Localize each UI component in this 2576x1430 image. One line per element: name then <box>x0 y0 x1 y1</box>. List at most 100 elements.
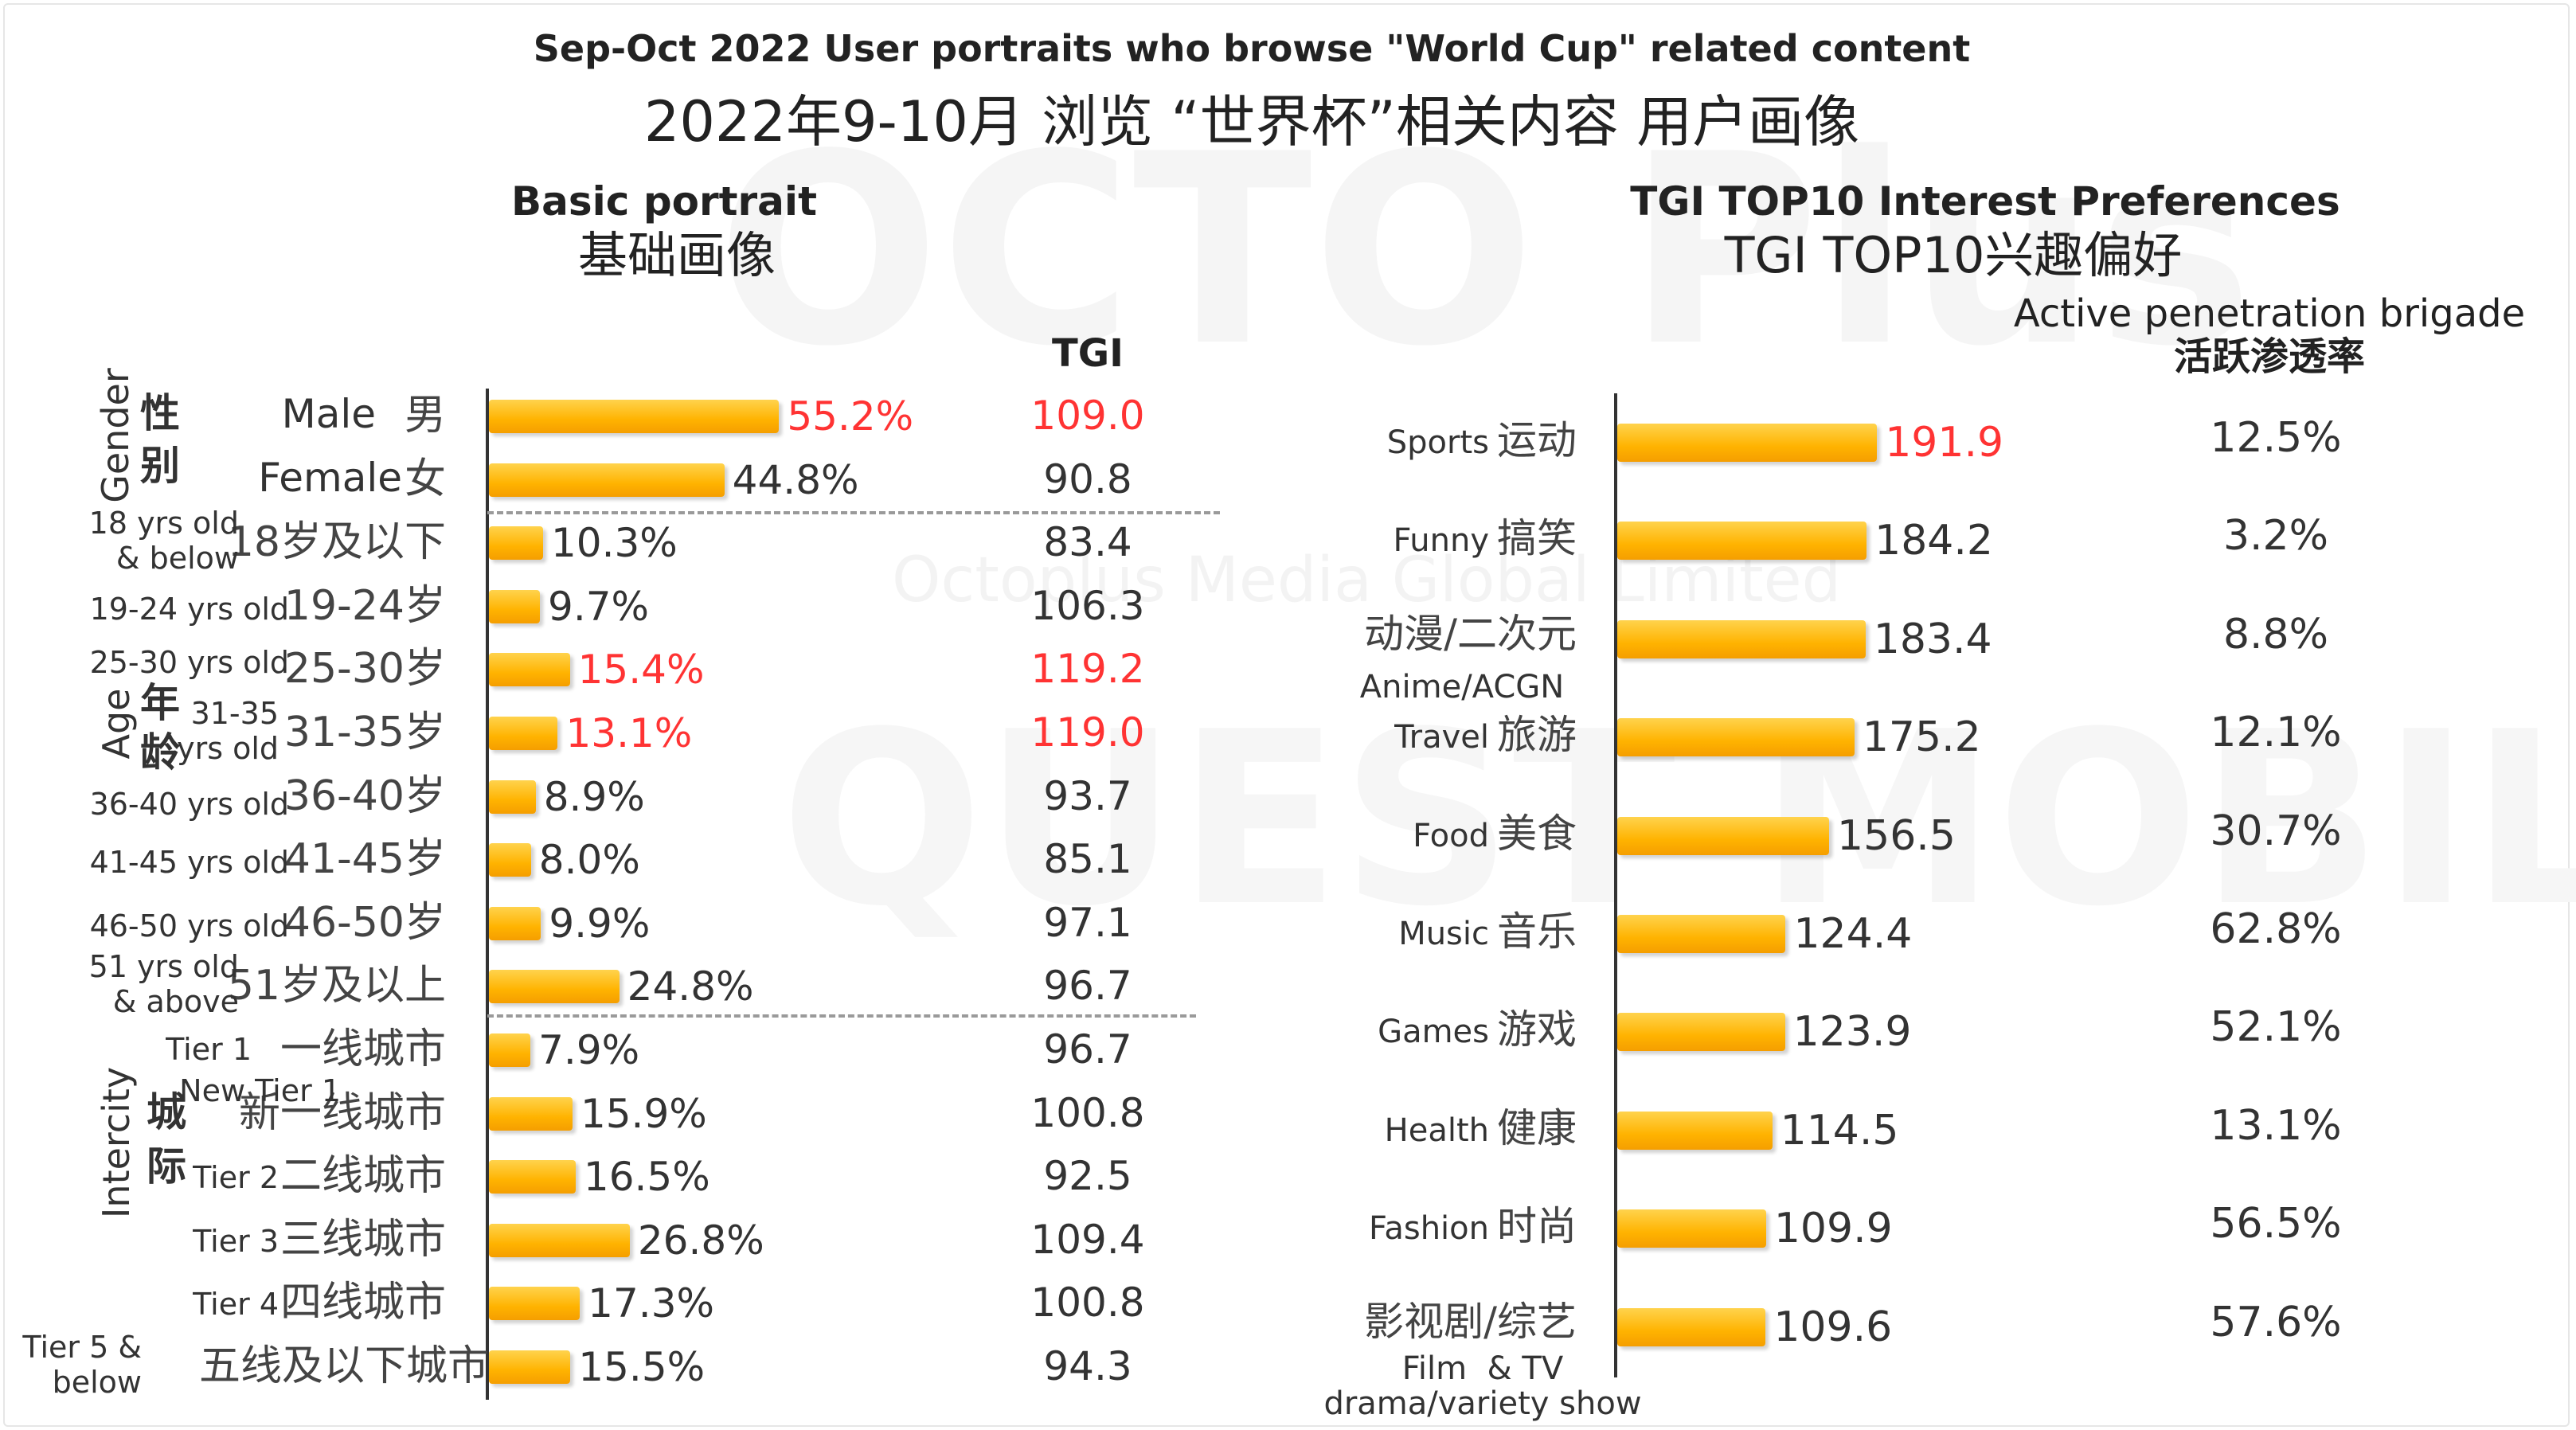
title-cn: 2022年9-10月 浏览 “世界杯”相关内容 用户画像 <box>643 89 1860 154</box>
category-label-cn: 18岁及以下 <box>227 518 446 567</box>
category-label-cn: 一线城市 <box>279 1026 446 1073</box>
tgi-value-label: 97.1 <box>1043 899 1132 946</box>
bar <box>489 970 620 1004</box>
bar-value-label: 24.8% <box>627 963 754 1010</box>
category-label-cn: 女 <box>404 455 446 503</box>
bar-value-label: 191.9 <box>1885 419 2004 467</box>
penetration-header-en: Active penetration brigade <box>2013 291 2526 336</box>
category-label-cn: 51岁及以上 <box>227 962 446 1010</box>
tgi-value-label: 96.7 <box>1043 963 1132 1010</box>
category-label-cn: 二线城市 <box>279 1152 446 1201</box>
tgi-header: TGI <box>1052 331 1124 376</box>
category-label-en: 36-40 yrs old <box>89 786 289 822</box>
tgi-value-label: 83.4 <box>1043 519 1132 566</box>
category-label-cn: 影视剧/综艺 <box>1364 1298 1577 1345</box>
category-label-cn: 音乐 <box>1497 908 1577 955</box>
tgi-value-label: 96.7 <box>1043 1026 1132 1072</box>
bar-value-label: 124.4 <box>1793 910 1913 958</box>
bar-value-label: 26.8% <box>637 1217 764 1264</box>
penetration-value-label: 13.1% <box>2210 1101 2342 1150</box>
bar-value-label: 184.2 <box>1874 517 1993 565</box>
bar-value-label: 9.7% <box>548 583 650 630</box>
tgi-value-label: 100.8 <box>1030 1280 1145 1326</box>
category-label-en: Film & TV drama/variety show <box>1323 1350 1642 1423</box>
group-cn-intercity-2: 际 <box>147 1143 186 1190</box>
bar-value-label: 123.9 <box>1792 1008 1912 1057</box>
bar <box>489 1287 580 1321</box>
right-title-cn: TGI TOP10兴趣偏好 <box>1724 226 2183 284</box>
category-label-en: Tier 2 <box>193 1160 279 1196</box>
bar-value-label: 8.9% <box>543 773 645 820</box>
category-label-en: Music <box>1398 916 1489 952</box>
tgi-value-label: 90.8 <box>1043 455 1132 502</box>
bar <box>489 1350 571 1384</box>
category-label-cn: 新一线城市 <box>238 1088 446 1137</box>
category-label-en: Funny <box>1393 522 1489 560</box>
category-label-cn: 男 <box>404 392 446 440</box>
right-axis <box>1614 393 1617 1377</box>
penetration-value-label: 57.6% <box>2210 1298 2342 1346</box>
left-title-en: Basic portrait <box>511 178 817 225</box>
bar <box>489 463 725 497</box>
tgi-value-label: 119.0 <box>1030 709 1145 756</box>
bar-value-label: 183.4 <box>1873 615 1992 663</box>
bar <box>1617 1307 1766 1346</box>
bar <box>489 653 570 687</box>
category-label-en: Anime/ACGN <box>1359 668 1565 705</box>
category-label-cn: 五线及以下城市 <box>199 1342 490 1390</box>
bar-value-label: 7.9% <box>538 1027 640 1073</box>
penetration-value-label: 62.8% <box>2210 905 2342 953</box>
bar <box>1617 718 1855 757</box>
category-label-cn: 旅游 <box>1497 712 1577 759</box>
category-label-en: 51 yrs old & above <box>88 949 239 1020</box>
bar <box>1617 1111 1773 1150</box>
group-cn-intercity-1: 城 <box>147 1089 186 1135</box>
category-label-en: 25-30 yrs old <box>89 645 289 681</box>
tgi-value-label: 100.8 <box>1030 1089 1145 1136</box>
penetration-value-label: 3.2% <box>2222 512 2329 561</box>
category-label-cn: 四线城市 <box>279 1279 446 1327</box>
tgi-value-label: 109.0 <box>1030 393 1145 439</box>
bar <box>489 779 536 814</box>
category-label-en: Tier 3 <box>193 1223 279 1259</box>
bar <box>1617 522 1867 561</box>
left-axis <box>486 389 489 1400</box>
category-label-cn: 动漫/二次元 <box>1364 610 1577 657</box>
bar <box>489 906 541 940</box>
bar <box>1617 915 1786 953</box>
category-label-en: Male <box>281 391 376 437</box>
bar-value-label: 109.9 <box>1773 1205 1893 1253</box>
penetration-value-label: 12.1% <box>2210 709 2342 757</box>
tgi-value-label: 109.4 <box>1030 1216 1145 1263</box>
bar <box>489 1096 573 1131</box>
tgi-value-label: 93.7 <box>1043 772 1132 819</box>
penetration-value-label: 12.5% <box>2210 414 2342 462</box>
penetration-value-label: 56.5% <box>2210 1200 2342 1248</box>
category-label-cn: 三线城市 <box>279 1215 446 1264</box>
category-label-en: 18 yrs old & below <box>88 506 239 576</box>
bar <box>1617 1013 1785 1052</box>
bar <box>1617 1209 1766 1248</box>
bar <box>489 1160 576 1194</box>
bar <box>1617 619 1866 658</box>
group-cn-gender-1: 性 <box>140 390 180 436</box>
bar <box>489 1223 630 1257</box>
category-label-en: 19-24 yrs old <box>89 591 289 627</box>
category-label-en: Tier 5 & below <box>22 1330 142 1400</box>
category-label-en: 46-50 yrs old <box>89 908 289 944</box>
bar-value-label: 8.0% <box>538 837 640 884</box>
bar-value-label: 109.6 <box>1773 1303 1893 1351</box>
bar-value-label: 175.2 <box>1862 713 1981 762</box>
bar-value-label: 13.1% <box>565 710 693 756</box>
group-cn-age-2: 龄 <box>140 729 180 776</box>
penetration-value-label: 8.8% <box>2222 610 2329 658</box>
tgi-value-label: 106.3 <box>1030 582 1145 629</box>
category-label-en: Games <box>1378 1014 1489 1051</box>
category-label-cn: 美食 <box>1497 810 1577 857</box>
category-label-en: New Tier 1 <box>179 1072 341 1108</box>
category-label-cn: 运动 <box>1497 417 1577 463</box>
bar <box>489 526 543 561</box>
category-label-en: Health <box>1384 1112 1489 1149</box>
right-title-en: TGI TOP10 Interest Preferences <box>1630 178 2340 225</box>
